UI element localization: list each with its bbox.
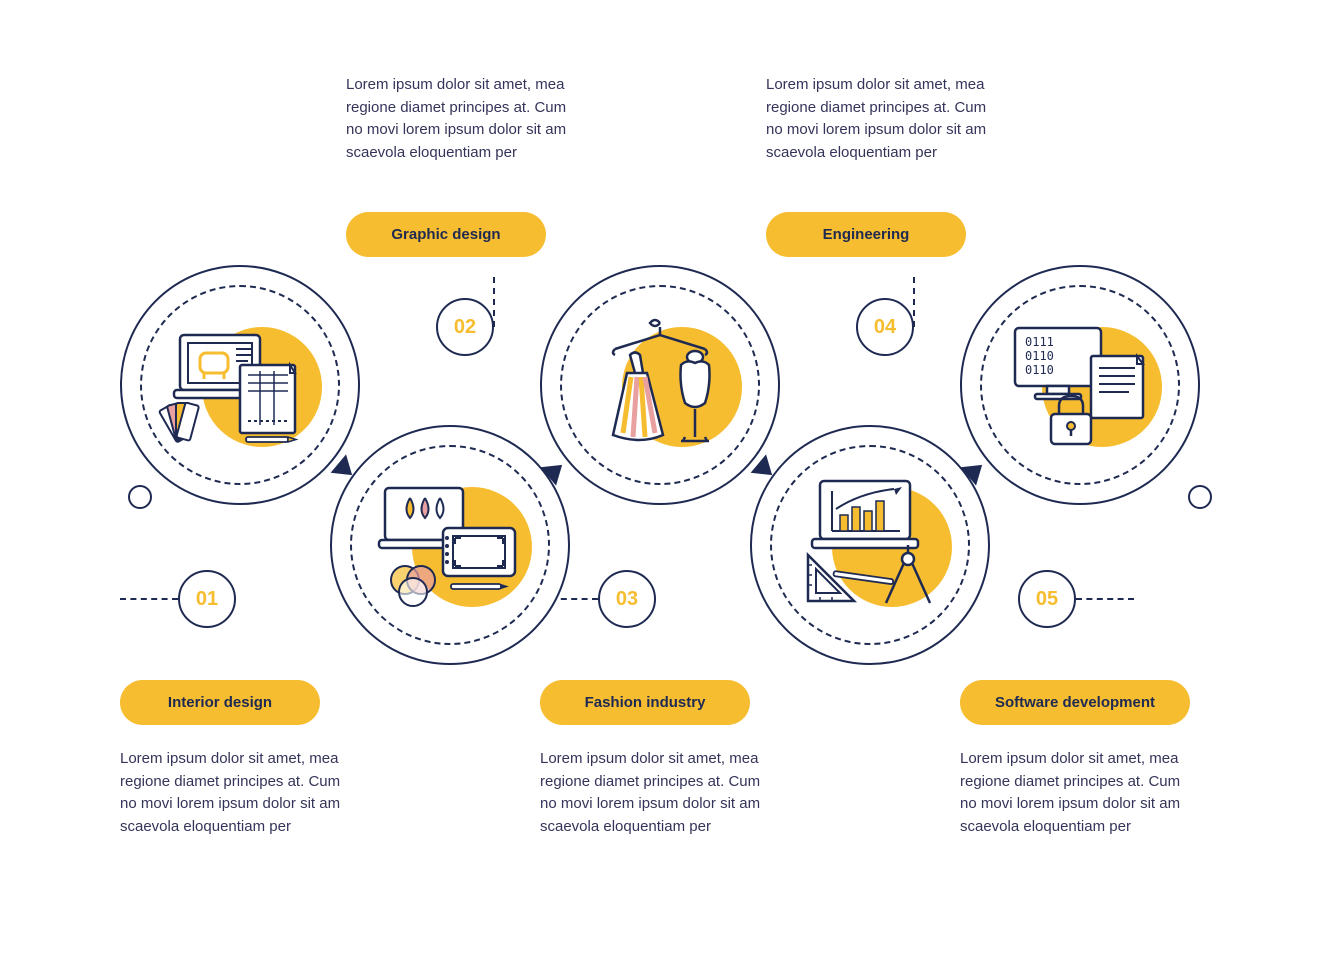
badge-3: 03 <box>598 570 656 628</box>
item-4-pill: Engineering <box>766 212 966 257</box>
end-endpoint <box>1188 485 1212 509</box>
interior-design-icon <box>122 267 358 503</box>
item-3-text: Lorem ipsum dolor sit amet, mea regione … <box>540 748 780 838</box>
conn-4v <box>913 277 915 327</box>
item-5-pill: Software development <box>960 680 1190 725</box>
badge-1: 01 <box>178 570 236 628</box>
item-5-label: Software development <box>995 694 1155 711</box>
item-4-text: Lorem ipsum dolor sit amet, mea regione … <box>766 74 1006 164</box>
item-4-label: Engineering <box>823 226 910 243</box>
conn-5 <box>1076 598 1134 600</box>
item-2-pill: Graphic design <box>346 212 546 257</box>
software-icon: 0111 0110 0110 <box>962 267 1198 503</box>
circle-3 <box>540 265 780 505</box>
start-endpoint <box>128 485 152 509</box>
item-3-label: Fashion industry <box>585 694 706 711</box>
fashion-icon <box>542 267 778 503</box>
circle-1 <box>120 265 360 505</box>
item-3-pill: Fashion industry <box>540 680 750 725</box>
item-1-label: Interior design <box>168 694 272 711</box>
item-1-pill: Interior design <box>120 680 320 725</box>
badge-2: 02 <box>436 298 494 356</box>
item-5-text: Lorem ipsum dolor sit amet, mea regione … <box>960 748 1200 838</box>
infographic-container: Lorem ipsum dolor sit amet, mea regione … <box>0 0 1337 980</box>
item-2-text: Lorem ipsum dolor sit amet, mea regione … <box>346 74 586 164</box>
circle-2 <box>330 425 570 665</box>
conn-1 <box>120 598 178 600</box>
svg-text:0110: 0110 <box>1025 363 1054 377</box>
graphic-design-icon <box>332 427 568 663</box>
circle-5: 0111 0110 0110 <box>960 265 1200 505</box>
svg-text:0111: 0111 <box>1025 335 1054 349</box>
circle-4 <box>750 425 990 665</box>
item-2-label: Graphic design <box>391 226 500 243</box>
badge-5: 05 <box>1018 570 1076 628</box>
engineering-icon <box>752 427 988 663</box>
conn-2v <box>493 277 495 327</box>
svg-text:0110: 0110 <box>1025 349 1054 363</box>
item-1-text: Lorem ipsum dolor sit amet, mea regione … <box>120 748 360 838</box>
badge-4: 04 <box>856 298 914 356</box>
